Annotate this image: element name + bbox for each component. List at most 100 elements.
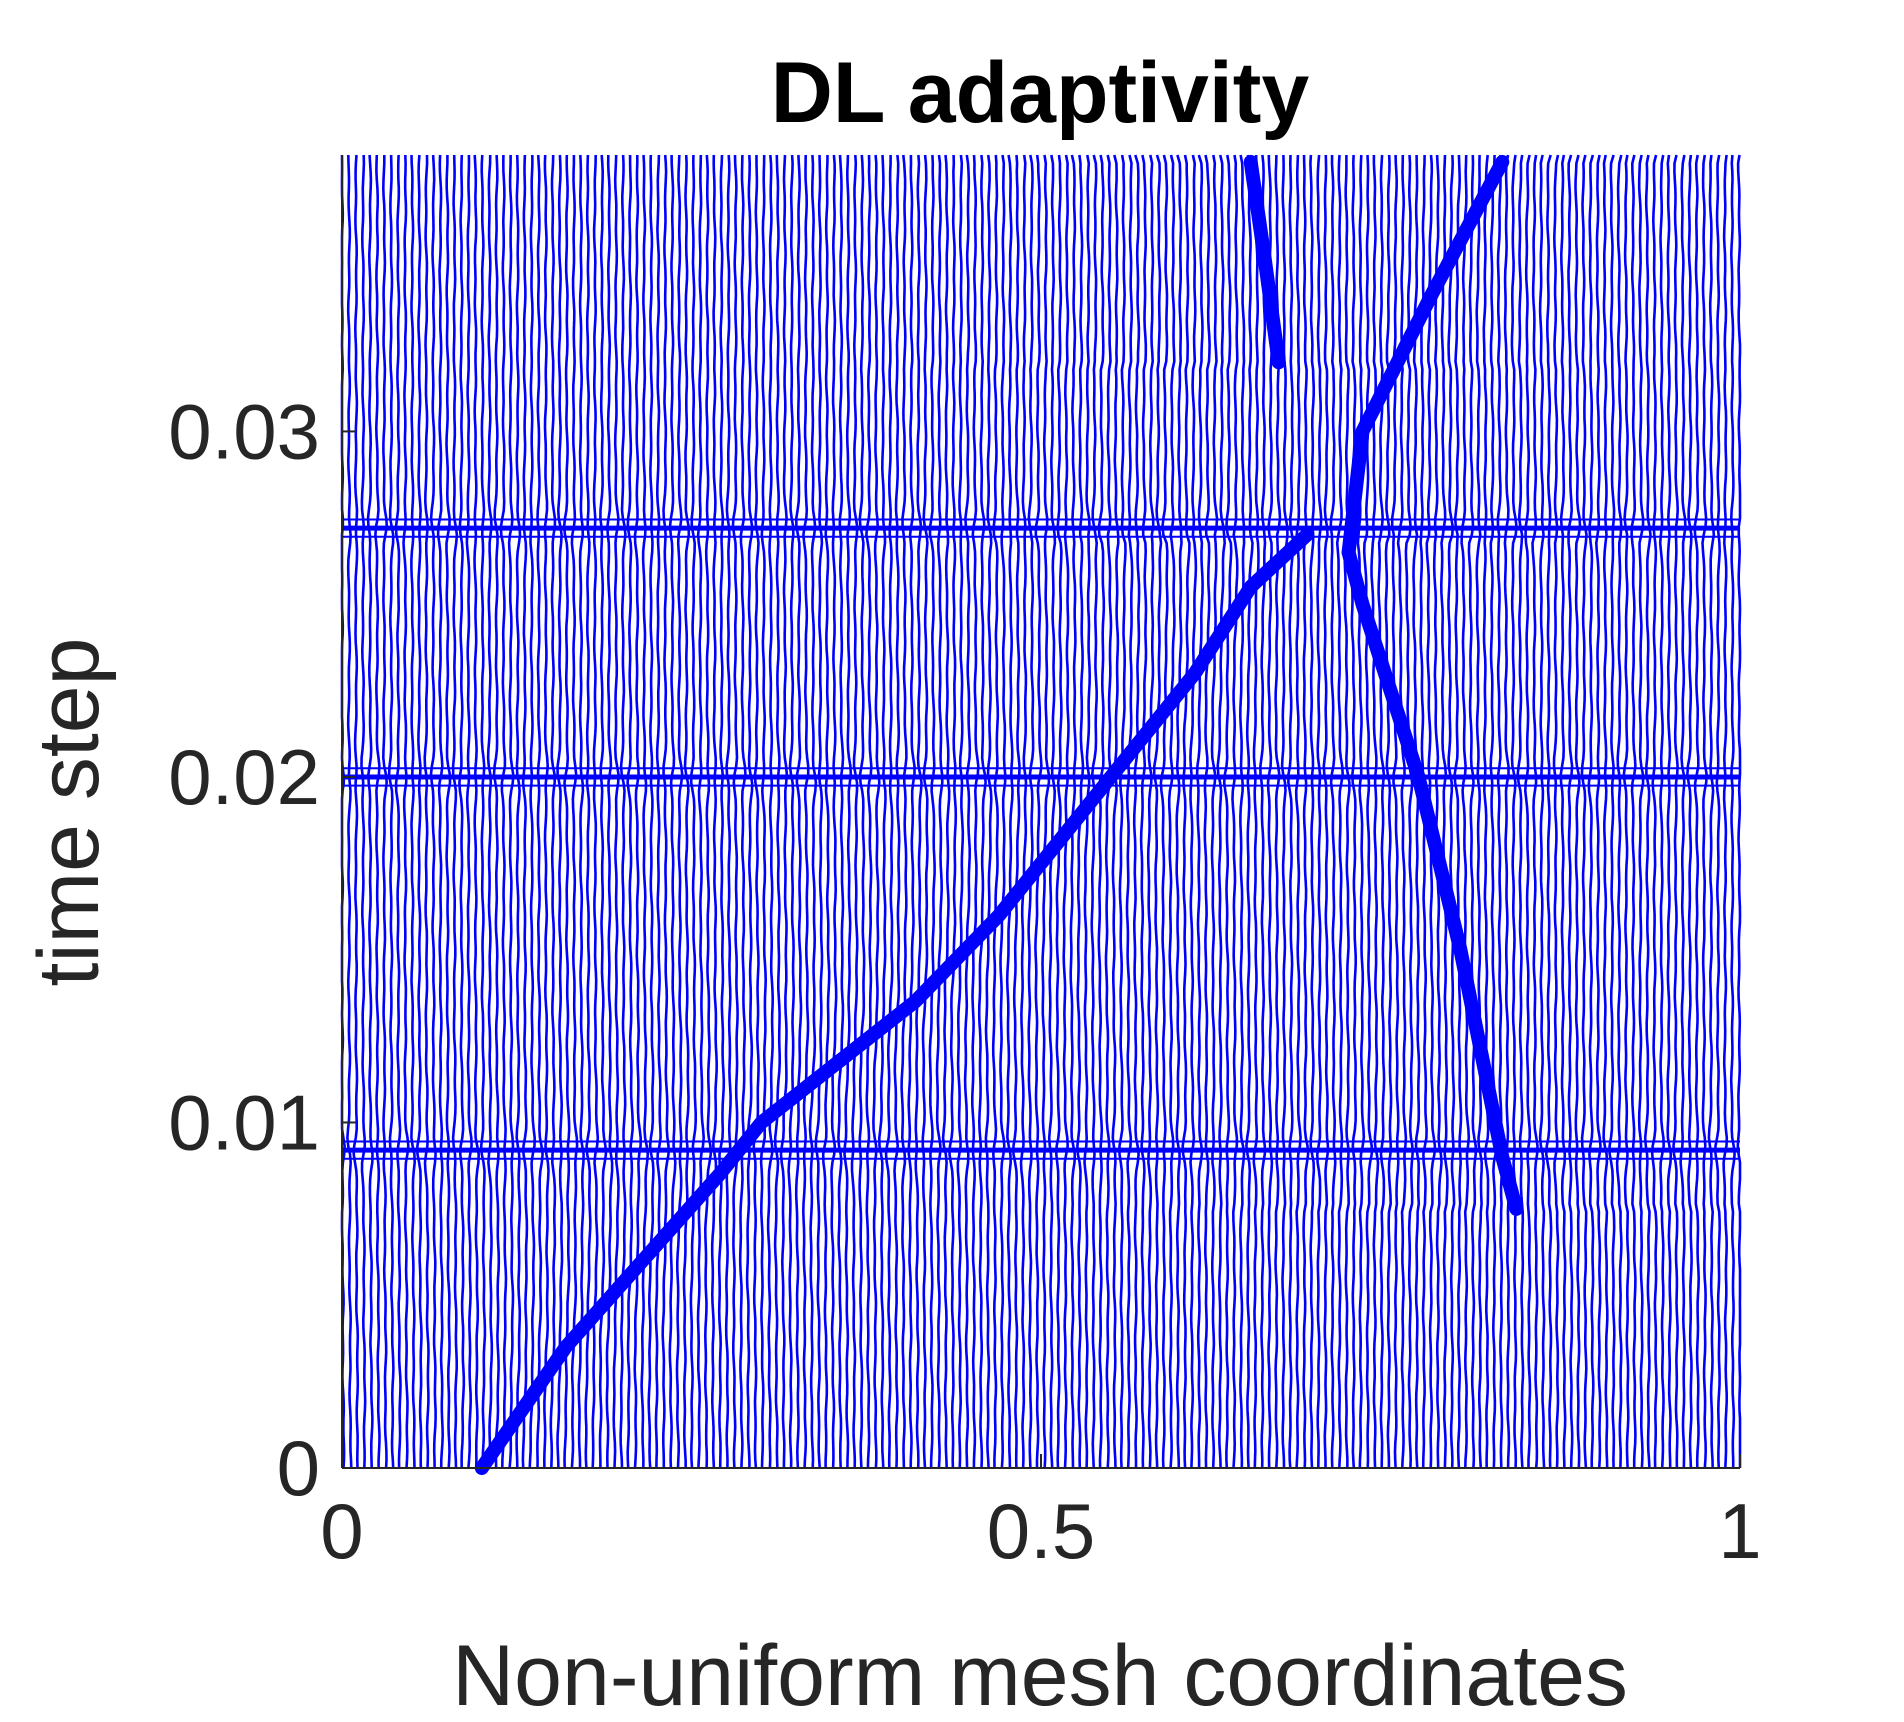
mesh-node-trajectory bbox=[423, 154, 430, 1469]
mesh-node-trajectory bbox=[717, 154, 726, 1469]
mesh-node-trajectory bbox=[1722, 154, 1729, 1469]
mesh-node-trajectory bbox=[1362, 154, 1373, 1469]
mesh-node-trajectory bbox=[436, 154, 445, 1469]
mesh-node-trajectory bbox=[1580, 154, 1588, 1469]
mesh-node-trajectory bbox=[801, 154, 810, 1469]
mesh-node-trajectory bbox=[416, 154, 423, 1469]
mesh-node-trajectory bbox=[591, 154, 600, 1469]
mesh-node-trajectory bbox=[787, 154, 796, 1469]
mesh-node-trajectory bbox=[1104, 154, 1113, 1469]
mesh-node-trajectory bbox=[1439, 154, 1449, 1469]
y-tick-label: 0 bbox=[277, 1424, 320, 1512]
mesh-node-trajectory bbox=[928, 154, 936, 1469]
mesh-node-trajectory bbox=[1322, 154, 1330, 1468]
mesh-node-trajectory bbox=[1672, 154, 1680, 1469]
mesh-node-trajectory bbox=[1707, 154, 1716, 1469]
mesh-node-trajectory bbox=[1167, 154, 1176, 1469]
mesh-trajectories bbox=[340, 154, 1742, 1475]
mesh-node-trajectory bbox=[1523, 154, 1532, 1468]
mesh-node-trajectory bbox=[948, 154, 958, 1469]
mesh-node-trajectory bbox=[1630, 154, 1637, 1468]
mesh-node-trajectory bbox=[1489, 154, 1498, 1469]
y-axis-label: time step bbox=[21, 638, 117, 987]
mesh-node-trajectory bbox=[1034, 154, 1043, 1468]
y-tick-label: 0.01 bbox=[168, 1078, 320, 1166]
mesh-node-trajectory bbox=[1041, 154, 1051, 1469]
mesh-node-trajectory bbox=[1510, 154, 1518, 1469]
mesh-node-trajectory bbox=[1266, 154, 1274, 1469]
mesh-node-trajectory bbox=[473, 154, 481, 1469]
mesh-node-trajectory bbox=[759, 154, 768, 1469]
x-tick-label: 0 bbox=[320, 1487, 363, 1575]
mesh-node-trajectory bbox=[1005, 154, 1014, 1469]
mesh-node-trajectory bbox=[941, 154, 951, 1469]
mesh-node-trajectory bbox=[619, 154, 627, 1469]
mesh-node-trajectory bbox=[479, 154, 487, 1468]
mesh-node-trajectory bbox=[1377, 154, 1386, 1469]
mesh-node-trajectory bbox=[893, 154, 901, 1469]
mesh-node-trajectory bbox=[1062, 154, 1070, 1469]
mesh-node-trajectory bbox=[724, 154, 732, 1469]
mesh-node-trajectory bbox=[1516, 154, 1525, 1469]
mesh-node-trajectory bbox=[935, 154, 944, 1469]
mesh-node-trajectory bbox=[1666, 154, 1673, 1469]
mesh-node-trajectory bbox=[1210, 154, 1219, 1469]
mesh-node-trajectory bbox=[1460, 154, 1471, 1469]
mesh-node-trajectory bbox=[1315, 154, 1323, 1469]
shock-path bbox=[1341, 154, 1510, 560]
mesh-node-trajectory bbox=[1650, 154, 1658, 1469]
mesh-node-trajectory bbox=[1467, 154, 1477, 1469]
mesh-node-trajectory bbox=[843, 154, 853, 1469]
mesh-node-trajectory bbox=[612, 154, 620, 1469]
mesh-node-trajectory bbox=[1544, 154, 1553, 1469]
mesh-node-trajectory bbox=[794, 154, 803, 1469]
mesh-node-trajectory bbox=[360, 154, 367, 1469]
mesh-node-trajectory bbox=[1222, 154, 1233, 1469]
mesh-node-trajectory bbox=[1693, 154, 1701, 1469]
x-ticks: 0 0.5 1 bbox=[320, 1454, 1762, 1575]
mesh-node-trajectory bbox=[884, 155, 894, 1469]
mesh-node-trajectory bbox=[1335, 154, 1345, 1469]
mesh-node-trajectory bbox=[738, 154, 747, 1469]
mesh-node-trajectory bbox=[1447, 154, 1456, 1469]
mesh-node-trajectory bbox=[352, 154, 360, 1469]
mesh-node-trajectory bbox=[394, 154, 402, 1469]
mesh-node-trajectory bbox=[766, 154, 775, 1469]
mesh-node-trajectory bbox=[542, 154, 550, 1469]
mesh-node-trajectory bbox=[381, 155, 389, 1469]
mesh-node-trajectory bbox=[1189, 154, 1198, 1469]
mesh-node-trajectory bbox=[745, 154, 754, 1468]
mesh-node-trajectory bbox=[963, 154, 972, 1469]
mesh-node-trajectory bbox=[1012, 154, 1021, 1469]
x-tick-label: 1 bbox=[1718, 1487, 1761, 1575]
shock-path bbox=[474, 528, 1314, 1475]
mesh-node-trajectory bbox=[1159, 154, 1169, 1469]
mesh-node-trajectory bbox=[1175, 154, 1183, 1469]
mesh-node-trajectory bbox=[872, 154, 881, 1469]
mesh-node-trajectory bbox=[1195, 154, 1204, 1468]
y-ticks: 0 0.01 0.02 0.03 bbox=[168, 387, 356, 1512]
mesh-node-trajectory bbox=[900, 154, 908, 1469]
mesh-node-trajectory bbox=[1146, 154, 1155, 1469]
mesh-node-trajectory bbox=[1245, 154, 1254, 1469]
mesh-node-trajectory bbox=[458, 154, 466, 1469]
mesh-node-trajectory bbox=[1027, 154, 1035, 1469]
mesh-node-trajectory bbox=[1729, 154, 1736, 1468]
mesh-node-trajectory bbox=[696, 154, 706, 1469]
mesh-node-trajectory bbox=[465, 154, 473, 1469]
mesh-node-trajectory bbox=[492, 154, 501, 1469]
mesh-node-trajectory bbox=[1608, 154, 1616, 1469]
mesh-node-trajectory bbox=[877, 154, 887, 1469]
mesh-node-trajectory bbox=[710, 154, 719, 1469]
x-tick-label: 0.5 bbox=[987, 1487, 1095, 1575]
mesh-node-trajectory bbox=[605, 154, 614, 1469]
mesh-node-trajectory bbox=[1019, 154, 1028, 1469]
mesh-node-trajectory bbox=[1637, 154, 1645, 1469]
mesh-node-trajectory bbox=[956, 154, 965, 1469]
mesh-node-trajectory bbox=[907, 154, 916, 1469]
axes: 0 0.5 1 00.010.020.03 bbox=[168, 155, 1762, 1575]
mesh-node-trajectory bbox=[1432, 154, 1443, 1469]
mesh-node-trajectory bbox=[703, 154, 713, 1469]
mesh-node-trajectory bbox=[773, 154, 782, 1469]
mesh-node-trajectory bbox=[1329, 154, 1337, 1469]
